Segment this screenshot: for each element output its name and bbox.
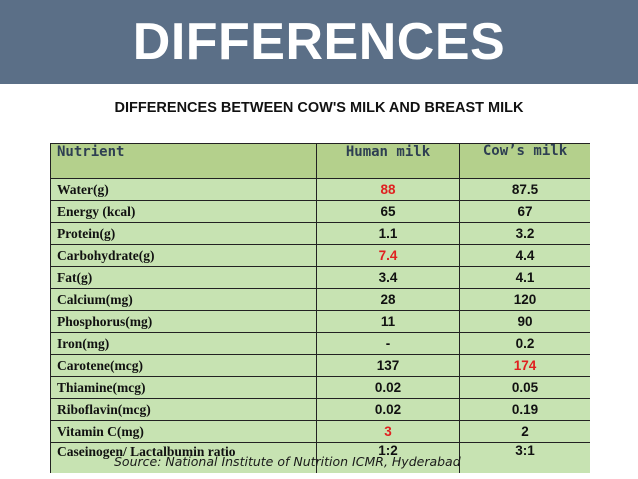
table-row: Vitamin C(mg) 3 2: [50, 420, 590, 443]
cows-milk-cell: 174: [459, 354, 590, 377]
nutrient-cell: Caseinogen/ Lactalbumin ratio: [50, 442, 317, 473]
cows-milk-cell: 0.19: [459, 398, 590, 421]
nutrition-table: Nutrient Human milk Cow’s milk Water(g) …: [50, 143, 590, 473]
human-milk-cell: 28: [316, 288, 460, 311]
nutrient-cell: Iron(mg): [50, 332, 317, 355]
nutrient-cell: Calcium(mg): [50, 288, 317, 311]
nutrient-cell: Carbohydrate(g): [50, 244, 317, 267]
human-milk-cell: 7.4: [316, 244, 460, 267]
header-nutrient: Nutrient: [50, 143, 317, 179]
table-row: Carotene(mcg) 137 174: [50, 354, 590, 377]
human-milk-cell: 0.02: [316, 376, 460, 399]
table-row: Thiamine(mcg) 0.02 0.05: [50, 376, 590, 399]
table-row: Energy (kcal) 65 67: [50, 200, 590, 223]
cows-milk-cell: 3:1: [459, 442, 590, 473]
human-milk-cell: 11: [316, 310, 460, 333]
human-milk-cell: -: [316, 332, 460, 355]
banner-title: DIFFERENCES: [132, 13, 506, 71]
table-row: Iron(mg) - 0.2: [50, 332, 590, 355]
table-row: Phosphorus(mg) 11 90: [50, 310, 590, 333]
table-row: Riboflavin(mcg) 0.02 0.19: [50, 398, 590, 421]
cows-milk-cell: 0.2: [459, 332, 590, 355]
human-milk-cell: 3.4: [316, 266, 460, 289]
human-milk-cell: 0.02: [316, 398, 460, 421]
nutrient-cell: Vitamin C(mg): [50, 420, 317, 443]
nutrient-cell: Riboflavin(mcg): [50, 398, 317, 421]
cows-milk-cell: 67: [459, 200, 590, 223]
cows-milk-cell: 0.05: [459, 376, 590, 399]
human-milk-cell: 65: [316, 200, 460, 223]
table-row: Protein(g) 1.1 3.2: [50, 222, 590, 245]
cows-milk-cell: 120: [459, 288, 590, 311]
header-human-milk: Human milk: [316, 143, 460, 179]
nutrient-cell: Water(g): [50, 178, 317, 201]
human-milk-cell: 88: [316, 178, 460, 201]
nutrient-cell: Thiamine(mcg): [50, 376, 317, 399]
human-milk-cell: 1:2: [316, 442, 460, 473]
table-row: Caseinogen/ Lactalbumin ratio 1:2 3:1: [50, 442, 590, 473]
table-row: Carbohydrate(g) 7.4 4.4: [50, 244, 590, 267]
cows-milk-cell: 3.2: [459, 222, 590, 245]
table-row: Water(g) 88 87.5: [50, 178, 590, 201]
header-cows-milk: Cow’s milk: [459, 143, 590, 179]
table-header-row: Nutrient Human milk Cow’s milk: [50, 143, 590, 179]
cows-milk-cell: 87.5: [459, 178, 590, 201]
nutrient-cell: Fat(g): [50, 266, 317, 289]
nutrient-cell: Phosphorus(mg): [50, 310, 317, 333]
nutrient-cell: Carotene(mcg): [50, 354, 317, 377]
cows-milk-cell: 2: [459, 420, 590, 443]
table-row: Fat(g) 3.4 4.1: [50, 266, 590, 289]
human-milk-cell: 3: [316, 420, 460, 443]
nutrient-cell: Energy (kcal): [50, 200, 317, 223]
cows-milk-cell: 4.1: [459, 266, 590, 289]
nutrition-table-container: Nutrient Human milk Cow’s milk Water(g) …: [50, 143, 590, 473]
human-milk-cell: 1.1: [316, 222, 460, 245]
cows-milk-cell: 90: [459, 310, 590, 333]
nutrient-cell: Protein(g): [50, 222, 317, 245]
slide-subtitle: DIFFERENCES BETWEEN COW'S MILK AND BREAS…: [114, 100, 524, 116]
human-milk-cell: 137: [316, 354, 460, 377]
title-banner: DIFFERENCES: [0, 0, 638, 84]
table-row: Calcium(mg) 28 120: [50, 288, 590, 311]
cows-milk-cell: 4.4: [459, 244, 590, 267]
